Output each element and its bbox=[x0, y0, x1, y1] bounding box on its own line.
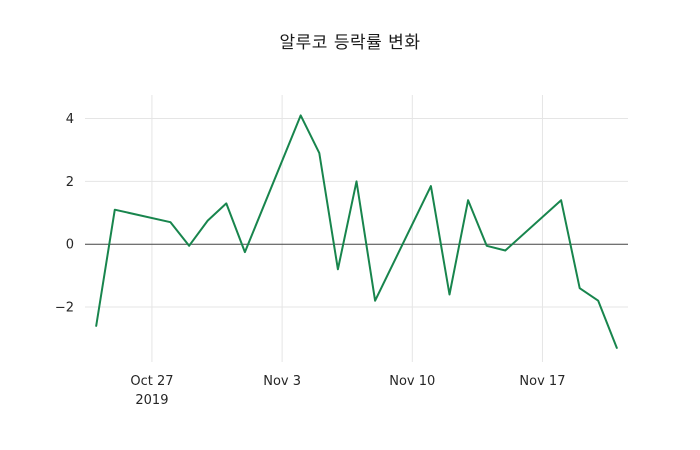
y-tick-label: −2 bbox=[55, 301, 74, 316]
chart-title: 알루코 등락률 변화 bbox=[279, 33, 421, 53]
x-tick-label: Nov 3 bbox=[263, 374, 301, 389]
x-tick-label: Nov 17 bbox=[519, 374, 565, 389]
x-tick-label: Nov 10 bbox=[389, 374, 435, 389]
x-tick-year-label: 2019 bbox=[135, 393, 168, 408]
y-tick-label: 0 bbox=[66, 238, 74, 253]
y-tick-label: 2 bbox=[66, 175, 74, 190]
y-tick-label: 4 bbox=[66, 112, 74, 127]
series-line bbox=[95, 114, 618, 349]
x-tick-label: Oct 27 bbox=[130, 374, 173, 389]
